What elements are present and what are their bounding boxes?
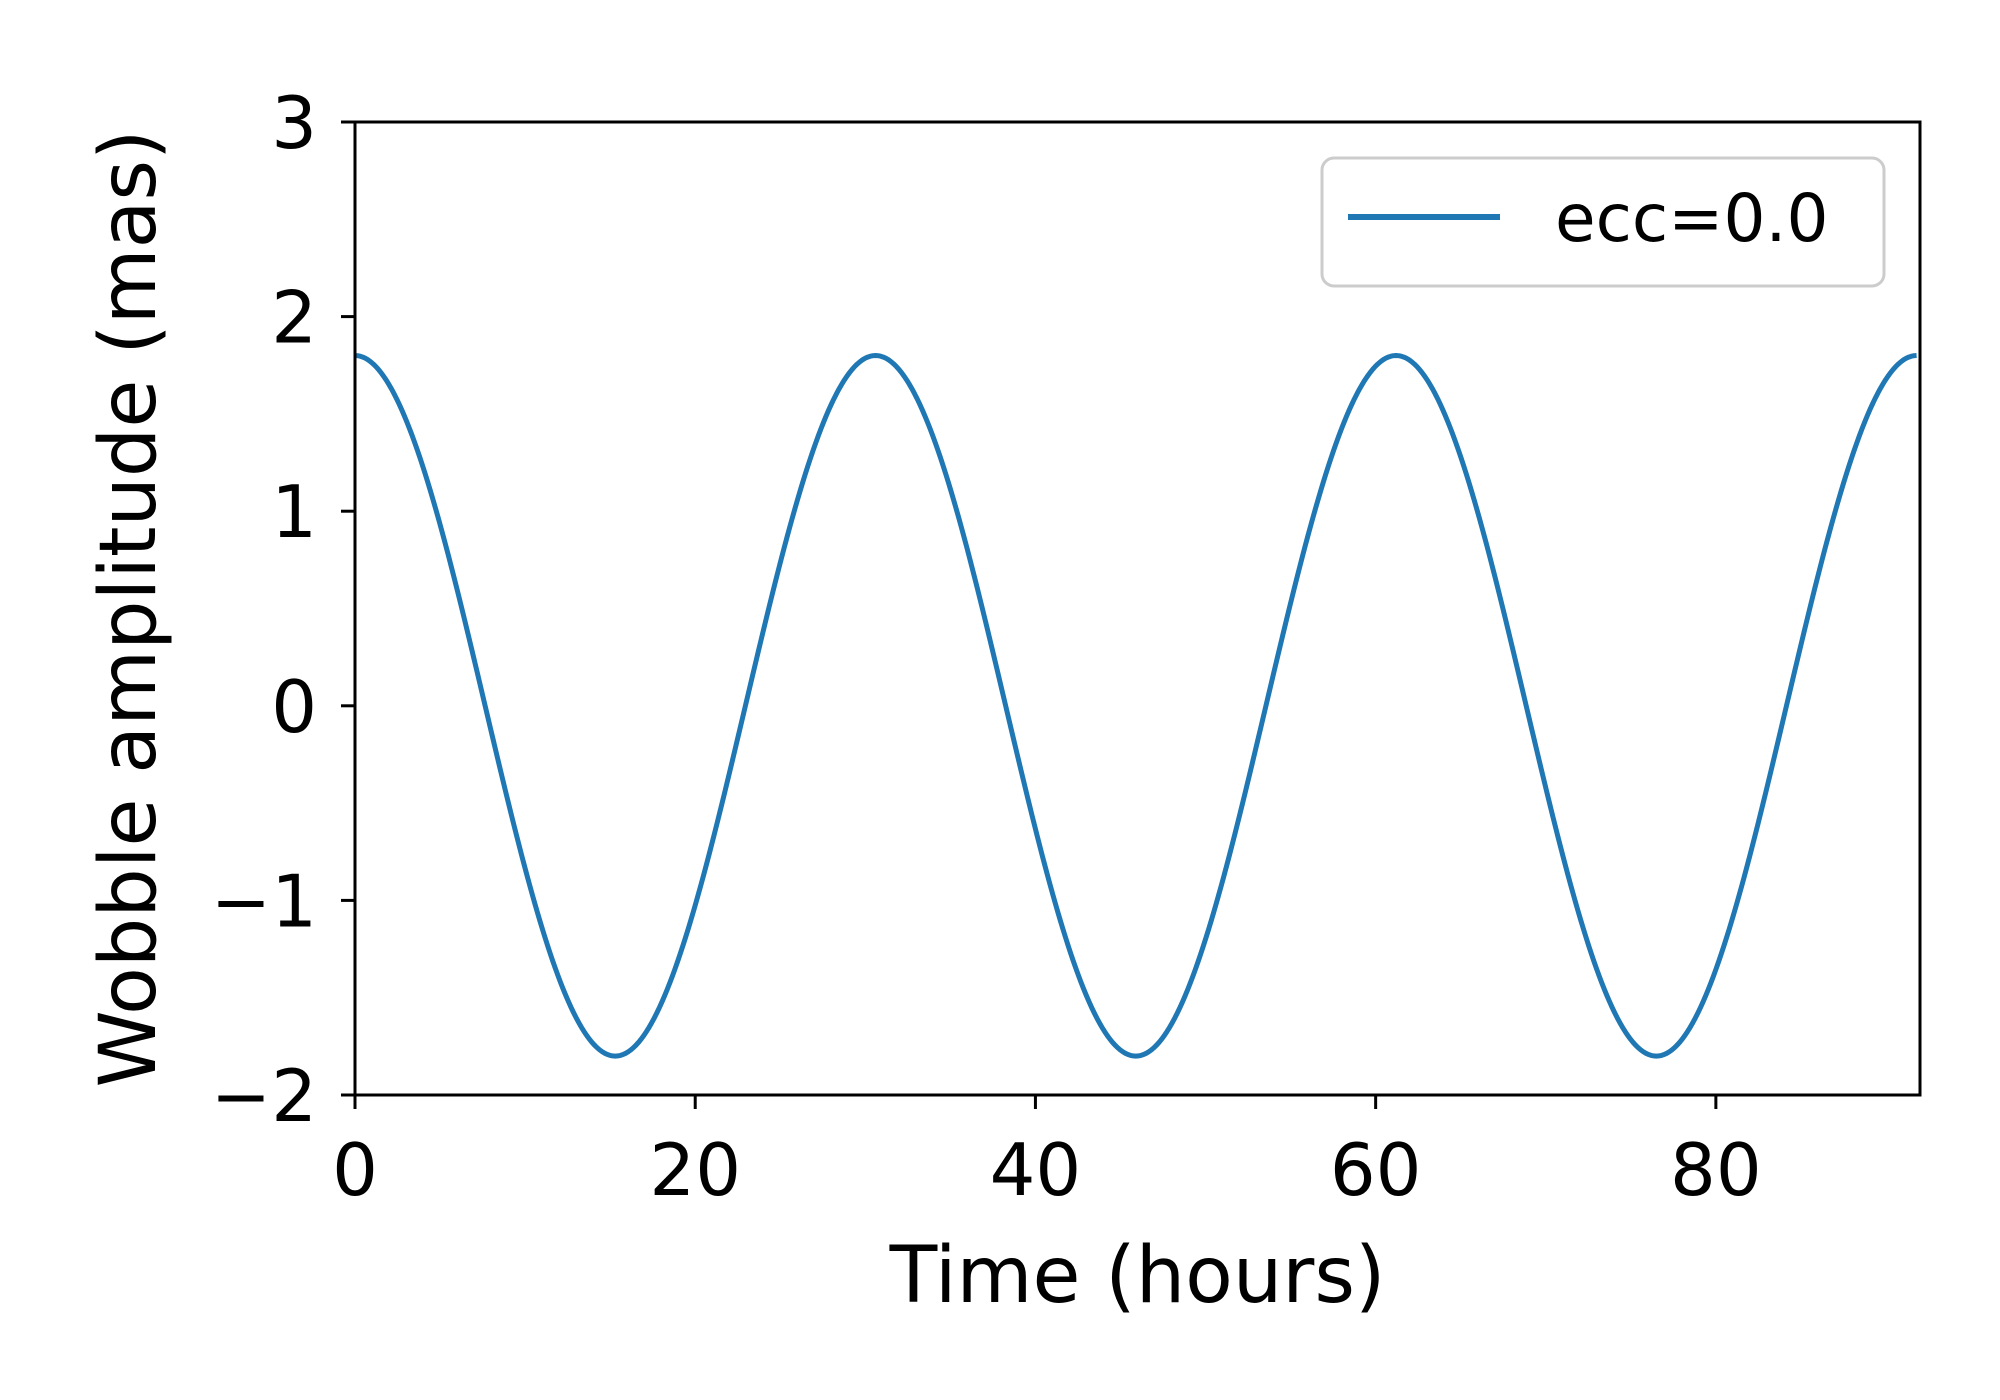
x-tick-label: 20 xyxy=(649,1128,741,1212)
x-axis-label: Time (hours) xyxy=(889,1231,1386,1321)
y-axis-label: Wobble amplitude (mas) xyxy=(84,130,174,1088)
y-tick-label: 1 xyxy=(271,470,317,554)
y-tick-label: 3 xyxy=(271,81,317,165)
x-tick-label: 80 xyxy=(1670,1128,1762,1212)
legend-label: ecc=0.0 xyxy=(1555,180,1828,257)
x-tick-label: 0 xyxy=(332,1128,378,1212)
x-axis: 0 20 40 60 80 xyxy=(332,1095,1762,1212)
legend-box xyxy=(1320,156,1886,288)
y-tick-label: 0 xyxy=(271,665,317,749)
y-axis: −2 −1 0 1 2 3 xyxy=(211,81,355,1138)
y-tick-label: −1 xyxy=(211,859,317,943)
plot-frame xyxy=(353,120,1922,1097)
y-tick-label: −2 xyxy=(211,1054,317,1138)
x-tick-label: 40 xyxy=(990,1128,1082,1212)
plot-area xyxy=(353,120,1922,1097)
x-tick-label: 60 xyxy=(1330,1128,1422,1212)
y-tick-label: 2 xyxy=(271,276,317,360)
series-line-ecc-0-0 xyxy=(354,353,1917,1059)
legend: ecc=0.0 xyxy=(1320,156,1886,288)
